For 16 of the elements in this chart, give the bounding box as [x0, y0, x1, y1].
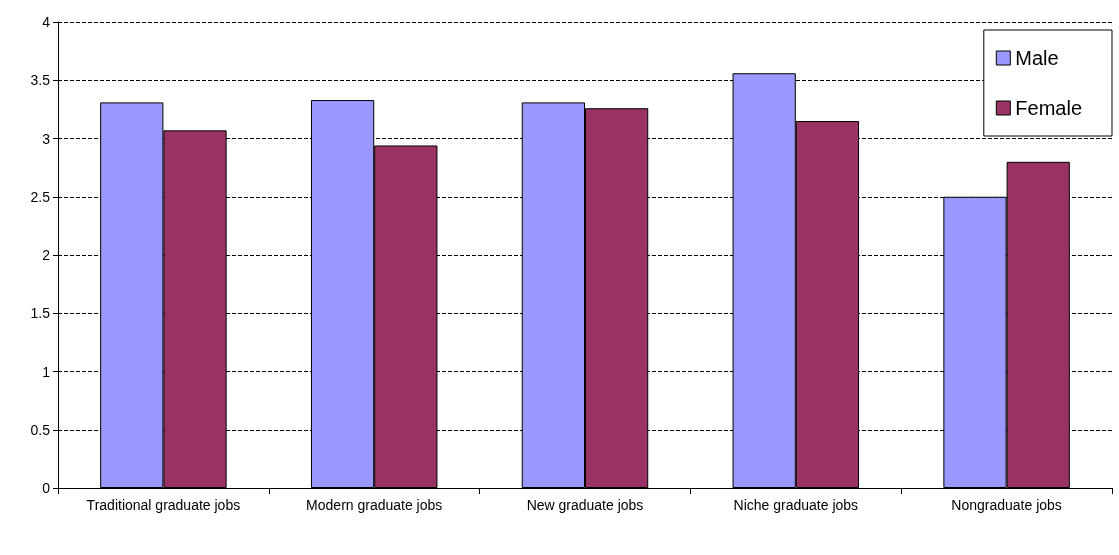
- x-tick-label: Traditional graduate jobs: [86, 496, 241, 513]
- legend-label: Male: [1015, 47, 1059, 69]
- x-tick-label: New graduate jobs: [526, 496, 644, 513]
- y-tick-label: 1: [42, 363, 51, 380]
- y-tick-label: 2: [42, 247, 51, 263]
- y-tick-label: 0.5: [30, 421, 51, 438]
- x-tick-label: Modern graduate jobs: [306, 496, 443, 513]
- y-tick-label: 4: [42, 14, 51, 30]
- y-tick-label: 2.5: [30, 188, 51, 205]
- x-tick-label: Nongraduate jobs: [951, 496, 1062, 513]
- x-tick-label: Niche graduate jobs: [733, 496, 859, 513]
- y-tick-label: 3.5: [30, 72, 51, 89]
- y-tick-label: 0: [42, 480, 51, 496]
- y-tick-label: 1.5: [30, 305, 51, 322]
- legend-label: Female: [1015, 97, 1083, 119]
- y-tick-label: 3: [42, 130, 51, 147]
